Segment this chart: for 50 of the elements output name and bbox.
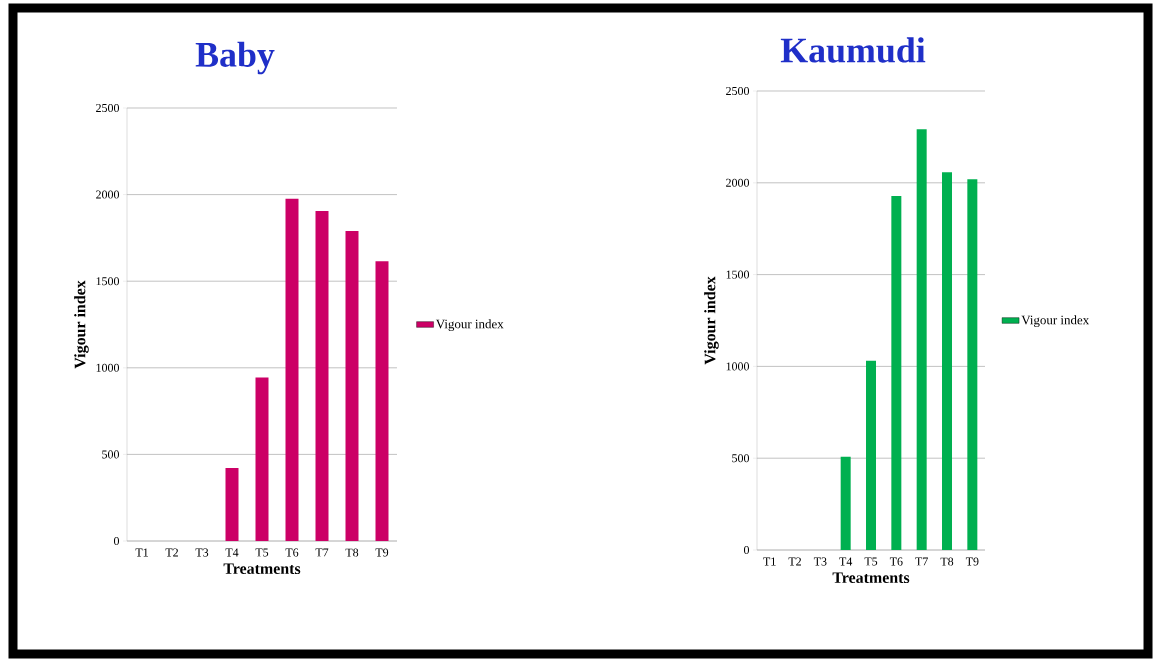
x-tick-label: T9: [965, 557, 979, 566]
bar: [315, 211, 329, 541]
chart-title: Kaumudi: [780, 37, 926, 63]
y-tick-label: 1500: [96, 277, 120, 286]
bar: [942, 172, 952, 550]
bar: [916, 129, 927, 550]
x-tick-label: T2: [788, 557, 801, 566]
bar: [891, 196, 902, 550]
x-tick-label: T2: [165, 548, 178, 557]
y-tick-label: 2000: [96, 190, 120, 199]
x-tick-label: T7: [315, 548, 329, 557]
y-tick-label: 2500: [96, 103, 120, 113]
y-tick-label: 1000: [726, 362, 750, 371]
legend-label: Vigour index: [435, 319, 504, 332]
y-axis-title: Vigour index: [74, 280, 89, 369]
x-tick-label: T7: [915, 557, 928, 566]
y-tick-label: 2000: [726, 178, 750, 187]
y-tick-label: 500: [732, 454, 750, 463]
x-tick-label: T1: [763, 557, 776, 566]
x-tick-label: T8: [345, 548, 359, 557]
chart-title: Baby: [195, 41, 275, 75]
x-tick-label: T5: [864, 557, 878, 566]
x-tick-label: T4: [225, 548, 239, 557]
bar: [345, 230, 359, 541]
y-tick-label: 1500: [726, 270, 750, 279]
y-tick-label: 0: [743, 545, 750, 555]
x-axis-title: Treatments: [223, 563, 301, 575]
x-tick-label: T3: [813, 557, 827, 566]
x-tick-label: T6: [889, 557, 903, 566]
x-tick-label: T8: [940, 557, 954, 566]
bar: [375, 261, 389, 541]
bar: [866, 360, 876, 550]
x-tick-label: T1: [135, 548, 148, 557]
legend-label: Vigour index: [1021, 315, 1090, 328]
x-tick-label: T5: [255, 548, 269, 557]
bar: [255, 377, 269, 541]
y-axis-title: Vigour index: [704, 276, 719, 365]
y-tick-label: 2500: [726, 86, 750, 96]
bar: [967, 179, 978, 550]
x-axis-title: Treatments: [832, 572, 910, 584]
bar: [225, 467, 239, 541]
bar: [840, 456, 851, 550]
x-tick-label: T4: [839, 557, 853, 566]
x-tick-label: T6: [285, 548, 299, 557]
y-tick-label: 0: [113, 536, 120, 546]
y-tick-label: 500: [102, 450, 120, 459]
x-tick-label: T3: [195, 548, 209, 557]
x-tick-label: T9: [375, 548, 389, 557]
bar: [285, 198, 299, 541]
y-tick-label: 1000: [96, 363, 120, 372]
